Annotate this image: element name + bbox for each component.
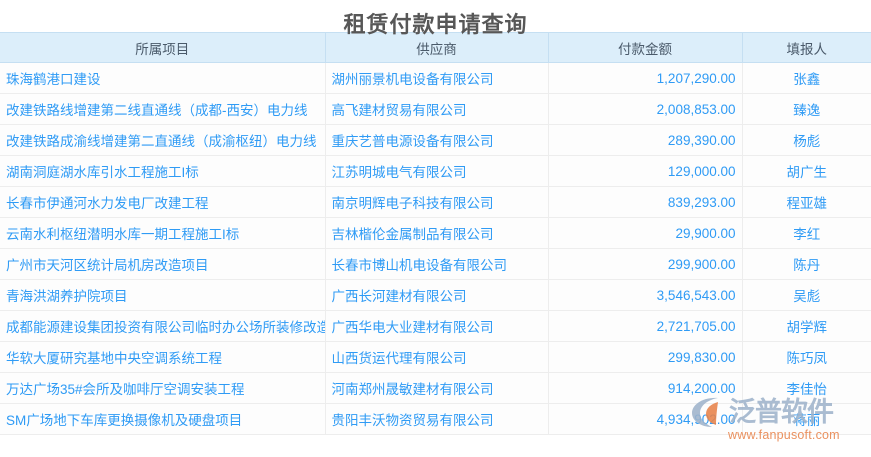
cell-project[interactable]: 成都能源建设集团投资有限公司临时办公场所装修改造工程 [0,310,326,342]
table-body: 珠海鹤港口建设 湖州丽景机电设备有限公司 1,207,290.00 张鑫 改建铁路线增建… [0,62,871,435]
table-header: 所属项目 供应商 付款金额 填报人 [0,32,871,63]
cell-supplier[interactable]: 吉林楷伦金属制品有限公司 [325,217,549,249]
cell-project[interactable]: 改建铁路线增建第二线直通线（成都-西安）电力线 [0,93,326,125]
table-row[interactable]: 华软大厦研究基地中央空调系统工程 山西货运代理有限公司 299,830.00 陈巧凤 [0,341,871,373]
cell-reporter[interactable]: 杨彪 [742,124,871,156]
cell-reporter[interactable]: 胡广生 [742,155,871,187]
cell-supplier[interactable]: 重庆艺普电源设备有限公司 [325,124,549,156]
cell-reporter[interactable]: 臻逸 [742,93,871,125]
table-row[interactable]: SM广场地下车库更换摄像机及硬盘项目 贵阳丰沃物资贸易有限公司 4,934,902.… [0,403,871,435]
cell-reporter[interactable]: 李佳怡 [742,372,871,404]
cell-project[interactable]: 湖南洞庭湖水库引水工程施工I标 [0,155,326,187]
table-row[interactable]: 成都能源建设集团投资有限公司临时办公场所装修改造工程 广西华电大业建材有限公司 2,… [0,310,871,342]
table-row[interactable]: 长春市伊通河水力发电厂改建工程 南京明辉电子科技有限公司 839,293.00 程亚雄 [0,186,871,218]
table-row[interactable]: 广州市天河区统计局机房改造项目 长春市博山机电设备有限公司 299,900.00 陈丹 [0,248,871,280]
cell-reporter[interactable]: 程亚雄 [742,186,871,218]
cell-amount: 3,546,543.00 [548,279,743,311]
cell-reporter[interactable]: 张鑫 [742,62,871,94]
cell-supplier[interactable]: 广西华电大业建材有限公司 [325,310,549,342]
cell-reporter[interactable]: 蒋丽 [742,403,871,435]
cell-supplier[interactable]: 南京明辉电子科技有限公司 [325,186,549,218]
table-row[interactable]: 青海洪湖养护院项目 广西长河建材有限公司 3,546,543.00 吴彪 [0,279,871,311]
cell-supplier[interactable]: 广西长河建材有限公司 [325,279,549,311]
cell-amount: 129,000.00 [548,155,743,187]
cell-amount: 289,390.00 [548,124,743,156]
table-row[interactable]: 珠海鹤港口建设 湖州丽景机电设备有限公司 1,207,290.00 张鑫 [0,62,871,94]
cell-supplier[interactable]: 湖州丽景机电设备有限公司 [325,62,549,94]
cell-supplier[interactable]: 山西货运代理有限公司 [325,341,549,373]
cell-supplier[interactable]: 高飞建材贸易有限公司 [325,93,549,125]
table-row[interactable]: 改建铁路线增建第二线直通线（成都-西安）电力线 高飞建材贸易有限公司 2,008,8… [0,93,871,125]
table-row[interactable]: 万达广场35#会所及咖啡厅空调安装工程 河南郑州晟敏建材有限公司 914,200.0… [0,372,871,404]
cell-project[interactable]: 华软大厦研究基地中央空调系统工程 [0,341,326,373]
cell-project[interactable]: 改建铁路成渝线增建第二直通线（成渝枢纽）电力线 [0,124,326,156]
page-title: 租赁付款申请查询 [343,12,528,37]
cell-project[interactable]: 青海洪湖养护院项目 [0,279,326,311]
cell-amount: 1,207,290.00 [548,62,743,94]
cell-project[interactable]: 长春市伊通河水力发电厂改建工程 [0,186,326,218]
column-header-supplier[interactable]: 供应商 [325,32,549,63]
cell-project[interactable]: 广州市天河区统计局机房改造项目 [0,248,326,280]
column-header-project[interactable]: 所属项目 [0,32,326,63]
cell-amount: 2,721,705.00 [548,310,743,342]
cell-amount: 4,934,902.00 [548,403,743,435]
column-header-reporter[interactable]: 填报人 [742,32,871,63]
cell-supplier[interactable]: 江苏明城电气有限公司 [325,155,549,187]
cell-supplier[interactable]: 长春市博山机电设备有限公司 [325,248,549,280]
cell-amount: 299,830.00 [548,341,743,373]
cell-amount: 2,008,853.00 [548,93,743,125]
column-header-amount[interactable]: 付款金额 [548,32,743,63]
table-row[interactable]: 湖南洞庭湖水库引水工程施工I标 江苏明城电气有限公司 129,000.00 胡广生 [0,155,871,187]
cell-project[interactable]: 云南水利枢纽潜明水库一期工程施工I标 [0,217,326,249]
cell-supplier[interactable]: 贵阳丰沃物资贸易有限公司 [325,403,549,435]
cell-project[interactable]: 万达广场35#会所及咖啡厅空调安装工程 [0,372,326,404]
cell-amount: 29,900.00 [548,217,743,249]
cell-amount: 299,900.00 [548,248,743,280]
cell-reporter[interactable]: 李红 [742,217,871,249]
table-header-row: 所属项目 供应商 付款金额 填报人 [0,32,871,63]
table-row[interactable]: 改建铁路成渝线增建第二直通线（成渝枢纽）电力线 重庆艺普电源设备有限公司 289,3… [0,124,871,156]
cell-project[interactable]: 珠海鹤港口建设 [0,62,326,94]
cell-reporter[interactable]: 吴彪 [742,279,871,311]
cell-reporter[interactable]: 陈巧凤 [742,341,871,373]
cell-project[interactable]: SM广场地下车库更换摄像机及硬盘项目 [0,403,326,435]
table-row[interactable]: 云南水利枢纽潜明水库一期工程施工I标 吉林楷伦金属制品有限公司 29,900.00 李… [0,217,871,249]
cell-supplier[interactable]: 河南郑州晟敏建材有限公司 [325,372,549,404]
cell-reporter[interactable]: 胡学辉 [742,310,871,342]
cell-reporter[interactable]: 陈丹 [742,248,871,280]
cell-amount: 839,293.00 [548,186,743,218]
payment-request-table: 所属项目 供应商 付款金额 填报人 珠海鹤港口建设 湖州丽景机电设备有限公司 1,2… [0,32,871,435]
cell-amount: 914,200.00 [548,372,743,404]
